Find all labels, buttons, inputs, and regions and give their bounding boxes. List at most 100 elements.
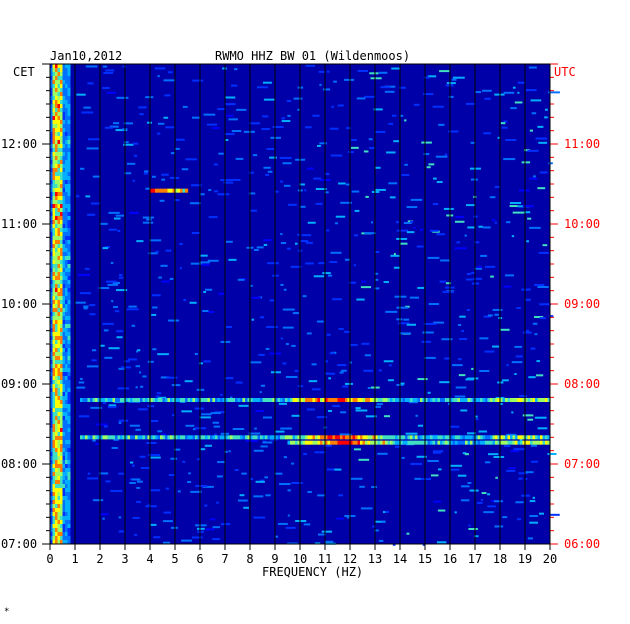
noise-speck (481, 492, 487, 495)
noise-speck (150, 420, 159, 423)
noise-speck (356, 298, 365, 301)
low-frequency-cell (62, 456, 66, 461)
low-frequency-cell (67, 120, 71, 125)
low-frequency-cell (55, 472, 58, 477)
noise-speck (466, 309, 470, 312)
noise-speck (494, 525, 504, 528)
noise-speck (217, 461, 226, 464)
low-frequency-cell (52, 240, 56, 245)
noise-speck (322, 272, 331, 275)
low-frequency-cell (62, 124, 66, 129)
low-frequency-cell (65, 244, 68, 249)
noise-speck (282, 362, 287, 365)
noise-speck (218, 292, 226, 295)
noise-speck (263, 81, 272, 84)
noise-speck (404, 119, 407, 122)
noise-speck (98, 472, 109, 475)
low-frequency-cell (62, 236, 66, 241)
noise-speck (278, 402, 288, 405)
low-frequency-cell (65, 272, 68, 277)
low-frequency-cell (65, 428, 68, 433)
band-cell-0 (325, 398, 329, 402)
noise-speck (184, 380, 193, 383)
low-frequency-cell (52, 408, 56, 413)
noise-speck (109, 125, 119, 128)
noise-speck (479, 370, 490, 373)
low-frequency-cell (65, 408, 68, 413)
low-frequency-cell (52, 536, 56, 541)
low-frequency-cell (60, 428, 63, 433)
noise-speck (231, 130, 242, 133)
band-cell-0 (510, 398, 514, 402)
noise-speck (293, 97, 303, 100)
band-cell-0 (485, 398, 489, 402)
low-frequency-cell (52, 284, 56, 289)
band-cell-2 (495, 440, 499, 445)
low-frequency-cell (60, 188, 63, 193)
low-frequency-cell (60, 492, 63, 497)
low-frequency-cell (52, 256, 56, 261)
low-frequency-cell (60, 192, 63, 197)
band-cell-1 (290, 435, 294, 440)
low-frequency-cell (50, 296, 53, 301)
low-frequency-cell (57, 268, 61, 273)
noise-speck (391, 114, 397, 117)
band-cell-0 (102, 398, 106, 402)
noise-speck (87, 477, 98, 480)
low-frequency-cell (62, 512, 66, 517)
low-frequency-cell (52, 152, 56, 157)
noise-speck (118, 421, 122, 424)
band-cell-0 (490, 398, 494, 402)
low-frequency-cell (52, 192, 56, 197)
band-cell-1 (512, 435, 516, 440)
low-frequency-cell (60, 240, 63, 245)
x-tick-label: 15 (417, 552, 433, 566)
low-frequency-cell (60, 200, 63, 205)
low-frequency-cell (65, 324, 68, 329)
low-frequency-cell (55, 272, 58, 277)
low-frequency-cell (55, 140, 58, 145)
noise-speck (299, 183, 305, 186)
noise-speck (399, 86, 406, 89)
noise-speck (458, 374, 466, 377)
low-frequency-cell (67, 448, 71, 453)
low-frequency-cell (65, 336, 68, 341)
noise-speck (399, 114, 404, 117)
low-frequency-cell (60, 468, 63, 473)
noise-speck (326, 229, 330, 232)
noise-speck (181, 168, 189, 171)
noise-speck (102, 517, 105, 520)
band-cell-0 (210, 398, 214, 402)
band-cell-0 (537, 398, 541, 402)
noise-speck (335, 222, 338, 225)
band-cell-0 (505, 398, 509, 402)
low-frequency-cell (62, 176, 66, 181)
band-cell-0 (365, 398, 369, 402)
low-frequency-cell (52, 480, 56, 485)
low-frequency-cell (57, 384, 61, 389)
noise-speck (315, 188, 327, 191)
low-frequency-cell (65, 488, 68, 493)
low-frequency-cell (50, 308, 53, 313)
noise-speck (217, 108, 225, 111)
noise-speck (266, 147, 275, 150)
band-cell-0 (142, 398, 146, 402)
band-cell-0 (302, 398, 306, 402)
band-cell-2 (327, 440, 331, 445)
low-frequency-cell (60, 348, 63, 353)
low-frequency-cell (65, 160, 68, 165)
noise-speck (480, 498, 484, 501)
low-frequency-cell (50, 292, 53, 297)
noise-speck (325, 372, 336, 375)
noise-speck (539, 303, 552, 306)
noise-speck (473, 277, 482, 280)
low-frequency-cell (52, 96, 56, 101)
low-frequency-cell (62, 180, 66, 185)
band-cell-1 (315, 435, 319, 440)
band-cell-1 (515, 435, 519, 440)
low-frequency-cell (67, 472, 71, 477)
low-frequency-cell (57, 204, 61, 209)
low-frequency-cell (65, 484, 68, 489)
band-cell-1 (215, 435, 219, 440)
noise-speck (529, 521, 538, 524)
